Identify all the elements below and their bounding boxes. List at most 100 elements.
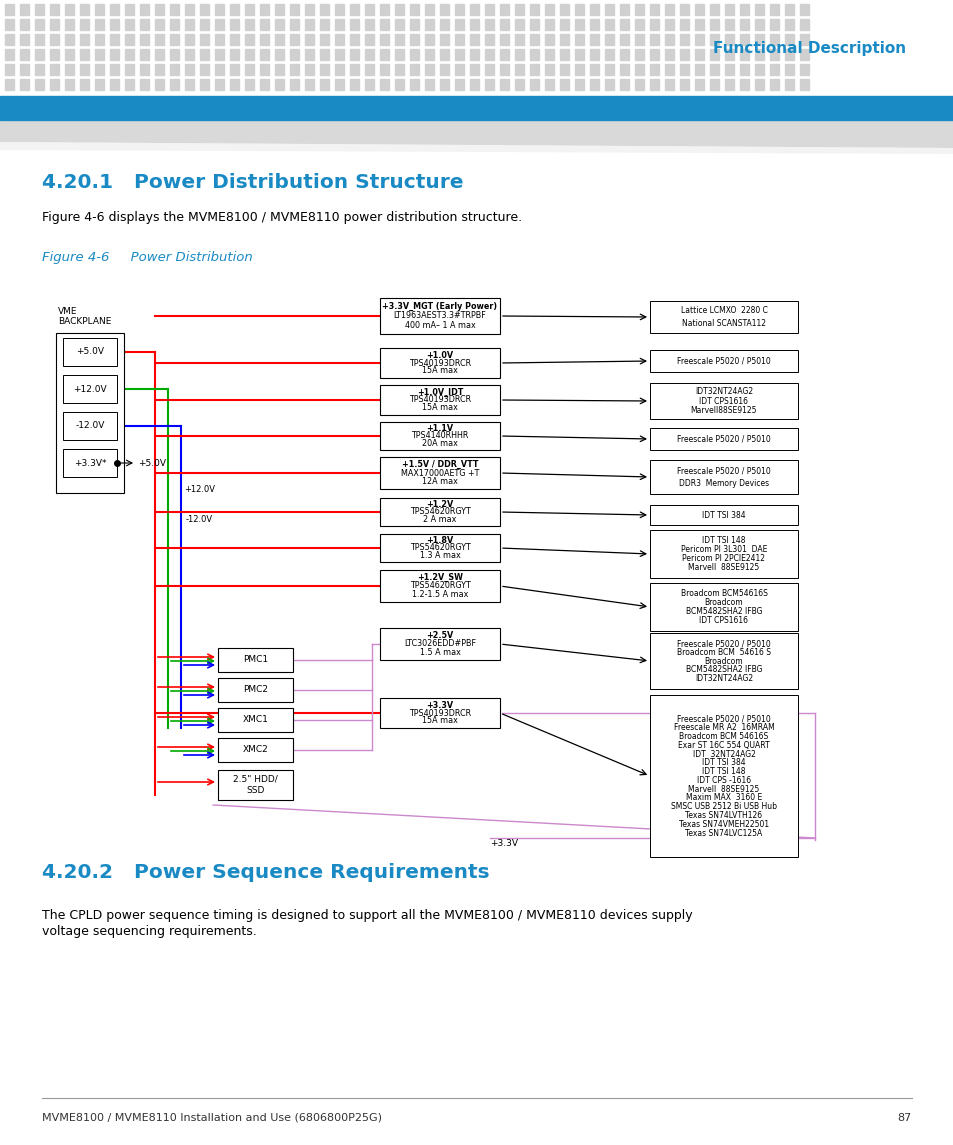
Bar — [754, 79, 763, 90]
Bar — [664, 64, 673, 76]
Text: Freescale P5020 / P5010: Freescale P5020 / P5010 — [677, 466, 770, 475]
Bar — [559, 19, 568, 30]
Bar — [350, 79, 358, 90]
Bar — [575, 64, 583, 76]
Bar — [515, 49, 523, 60]
Text: Texas SN74LVC125A: Texas SN74LVC125A — [684, 829, 761, 838]
Polygon shape — [0, 120, 953, 148]
Text: BCM5482SHA2 IFBG: BCM5482SHA2 IFBG — [685, 607, 761, 616]
Bar — [575, 3, 583, 15]
Bar — [305, 19, 314, 30]
Bar — [63, 338, 117, 366]
Text: Broadcom: Broadcom — [704, 598, 742, 607]
Bar — [65, 3, 74, 15]
Text: +1.0V_IDT: +1.0V_IDT — [416, 388, 463, 397]
Text: 4.20.2   Power Sequence Requirements: 4.20.2 Power Sequence Requirements — [42, 863, 489, 883]
Bar — [110, 64, 119, 76]
Bar — [515, 3, 523, 15]
Bar — [245, 19, 253, 30]
Text: Pericom PI 2PCIE2412: Pericom PI 2PCIE2412 — [681, 554, 764, 563]
Bar — [740, 79, 748, 90]
Bar — [218, 739, 293, 763]
Bar — [410, 19, 418, 30]
Bar — [140, 19, 149, 30]
Bar — [515, 19, 523, 30]
Bar — [319, 79, 329, 90]
Bar — [140, 34, 149, 45]
Text: IDT CPS -1616: IDT CPS -1616 — [697, 776, 750, 784]
Bar — [379, 348, 499, 378]
Text: Freescale P5020 / P5010: Freescale P5020 / P5010 — [677, 714, 770, 724]
Bar — [230, 3, 239, 15]
Text: +5.0V: +5.0V — [138, 458, 166, 467]
Bar — [784, 19, 793, 30]
Bar — [154, 34, 164, 45]
Text: 2.5" HDD/: 2.5" HDD/ — [233, 775, 277, 784]
Bar — [35, 3, 44, 15]
Bar — [649, 695, 797, 856]
Bar — [800, 3, 808, 15]
Bar — [530, 64, 538, 76]
Bar — [319, 49, 329, 60]
Bar — [80, 19, 89, 30]
Bar — [604, 64, 614, 76]
Text: TPS54620RGYT: TPS54620RGYT — [409, 582, 470, 591]
Bar — [5, 3, 14, 15]
Text: +12.0V: +12.0V — [184, 485, 214, 495]
Bar — [439, 79, 449, 90]
Bar — [274, 64, 284, 76]
Bar — [724, 79, 733, 90]
Text: +1.5V / DDR_VTT: +1.5V / DDR_VTT — [401, 460, 477, 469]
Text: 2 A max: 2 A max — [423, 514, 456, 523]
Bar — [200, 49, 209, 60]
Bar — [619, 64, 628, 76]
Bar — [110, 34, 119, 45]
Bar — [754, 64, 763, 76]
Bar — [35, 34, 44, 45]
Bar — [740, 19, 748, 30]
Bar — [649, 530, 797, 578]
Text: +3.3V_MGT (Early Power): +3.3V_MGT (Early Power) — [382, 302, 497, 311]
Bar — [335, 3, 344, 15]
Bar — [470, 64, 478, 76]
Bar — [724, 19, 733, 30]
Bar — [63, 412, 117, 440]
Bar — [484, 79, 494, 90]
Bar — [499, 34, 509, 45]
Bar — [379, 64, 389, 76]
Bar — [439, 64, 449, 76]
Bar — [5, 64, 14, 76]
Bar — [214, 64, 224, 76]
Bar — [214, 3, 224, 15]
Bar — [185, 3, 193, 15]
Bar — [575, 79, 583, 90]
Bar — [530, 34, 538, 45]
Bar — [395, 49, 403, 60]
Bar — [740, 64, 748, 76]
Bar — [559, 3, 568, 15]
Bar — [439, 49, 449, 60]
Bar — [679, 79, 688, 90]
Bar — [230, 19, 239, 30]
Bar — [649, 49, 659, 60]
Bar — [740, 34, 748, 45]
Bar — [230, 64, 239, 76]
Bar — [245, 49, 253, 60]
Bar — [754, 34, 763, 45]
Bar — [305, 79, 314, 90]
Bar — [125, 64, 133, 76]
Text: Broadcom BCM54616S: Broadcom BCM54616S — [679, 589, 766, 598]
Bar — [245, 3, 253, 15]
Bar — [679, 19, 688, 30]
Bar — [185, 34, 193, 45]
Bar — [424, 49, 434, 60]
Bar — [619, 79, 628, 90]
Bar — [410, 3, 418, 15]
Bar — [695, 34, 703, 45]
Bar — [740, 3, 748, 15]
Bar — [0, 96, 953, 120]
Bar — [575, 19, 583, 30]
Bar — [635, 79, 643, 90]
Bar — [200, 3, 209, 15]
Bar — [649, 460, 797, 493]
